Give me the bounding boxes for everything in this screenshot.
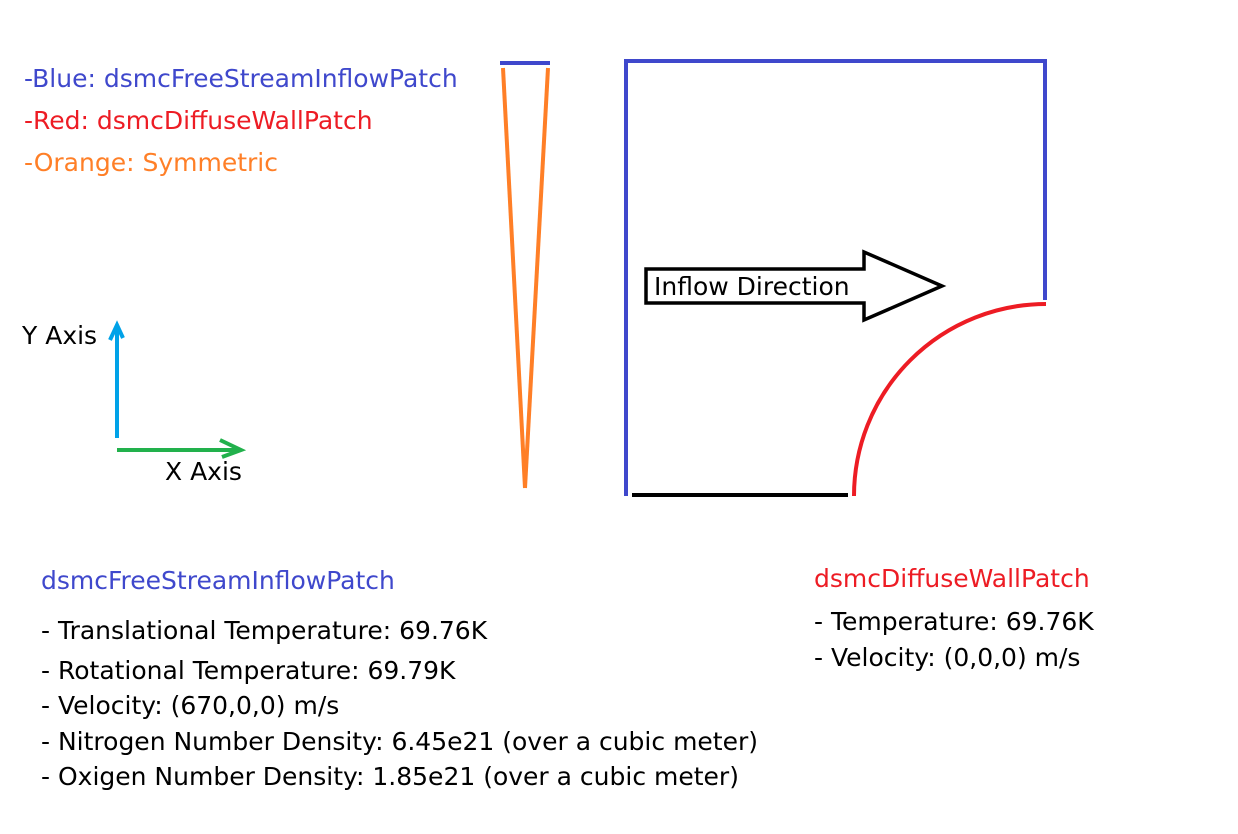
inflow-direction-label: Inflow Direction [654, 272, 850, 301]
x-axis-arrowhead [219, 438, 247, 459]
inflow-boundary [624, 59, 1047, 496]
wall-patch-item: - Temperature: 69.76K [814, 607, 1094, 636]
diffuse-wall-arc [852, 302, 1047, 497]
wall-patch-item: - Velocity: (0,0,0) m/s [814, 643, 1081, 672]
domain [624, 59, 1047, 497]
y-axis-arrowhead [108, 320, 125, 341]
inflow-patch-item: - Rotational Temperature: 69.79K [41, 656, 456, 685]
legend-blue: -Blue: dsmcFreeStreamInflowPatch [24, 64, 458, 93]
wedge-symmetric-right [523, 67, 550, 489]
inflow-arrow [644, 249, 947, 323]
wall-patch-title: dsmcDiffuseWallPatch [814, 564, 1090, 593]
inflow-patch-item: - Translational Temperature: 69.76K [41, 616, 488, 645]
inflow-patch-title: dsmcFreeStreamInflowPatch [41, 566, 395, 595]
wedge-symmetric-left [501, 67, 527, 489]
inflow-patch-item: - Oxigen Number Density: 1.85e21 (over a… [41, 762, 739, 791]
y-axis-label: Y Axis [22, 321, 98, 350]
legend-orange: -Orange: Symmetric [24, 148, 278, 177]
legend-red: -Red: dsmcDiffuseWallPatch [24, 106, 373, 135]
inflow-patch-item: - Velocity: (670,0,0) m/s [41, 691, 340, 720]
x-axis-label: X Axis [165, 457, 242, 486]
axes [108, 320, 247, 459]
wedge [500, 61, 550, 489]
inflow-patch-item: - Nitrogen Number Density: 6.45e21 (over… [41, 727, 759, 756]
